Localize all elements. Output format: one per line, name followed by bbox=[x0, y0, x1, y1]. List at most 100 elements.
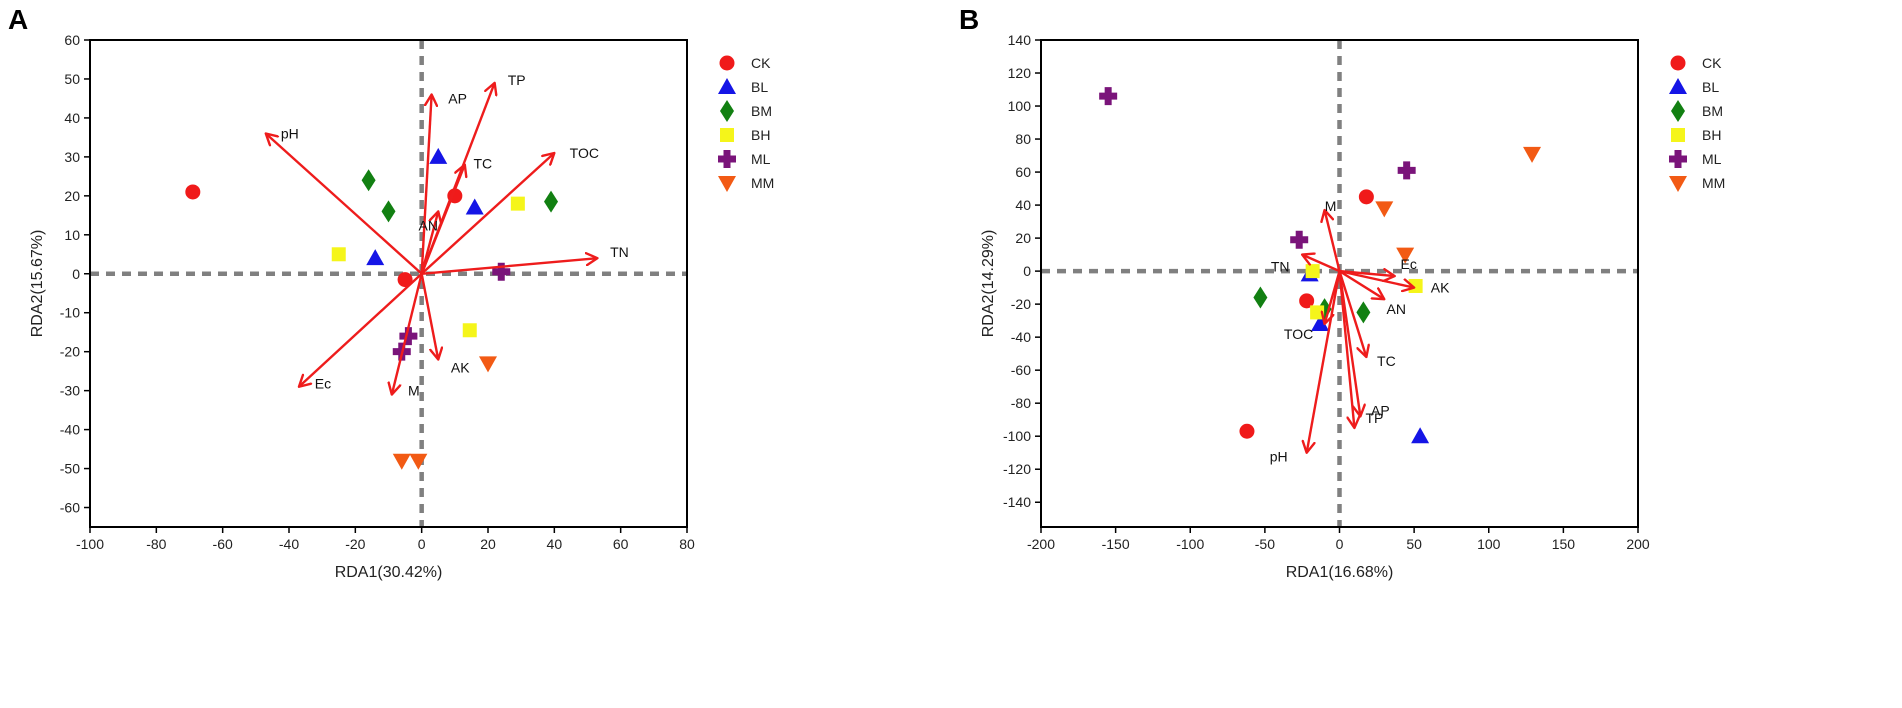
series-bh bbox=[331, 196, 525, 338]
y-tick-label: -100 bbox=[1003, 428, 1031, 444]
y-tick-label: 40 bbox=[1015, 197, 1031, 213]
legend-marker-bl bbox=[718, 78, 736, 94]
data-point bbox=[479, 356, 497, 373]
y-tick-label: 30 bbox=[64, 149, 80, 165]
vector-arrow-tc bbox=[420, 165, 465, 275]
x-tick-label: -150 bbox=[1102, 536, 1130, 552]
y-tick-label: -30 bbox=[60, 383, 80, 399]
legend-marker-bh bbox=[1671, 128, 1685, 142]
vector-arrow-ec bbox=[299, 272, 423, 387]
legend-marker-mm bbox=[718, 176, 736, 192]
legend-marker-ck bbox=[719, 55, 735, 71]
vector-label-ap: AP bbox=[448, 91, 467, 107]
vector-label-ak: AK bbox=[1431, 280, 1450, 296]
vector-label-tp: TP bbox=[1365, 410, 1383, 426]
vector-label-tp: TP bbox=[508, 72, 526, 88]
data-point bbox=[381, 200, 396, 223]
legend-label-mm: MM bbox=[1702, 175, 1725, 191]
data-point bbox=[392, 453, 411, 470]
vector-arrow-tp bbox=[1338, 271, 1355, 428]
vector-arrow-toc bbox=[420, 153, 555, 275]
y-tick-label: 100 bbox=[1008, 98, 1032, 114]
vector-label-tn: TN bbox=[610, 244, 629, 260]
series-ck bbox=[1239, 189, 1374, 439]
series-mm bbox=[1375, 146, 1542, 264]
vector-label-ph: pH bbox=[281, 126, 299, 142]
data-point bbox=[1290, 230, 1309, 249]
vector-label-tn: TN bbox=[1271, 259, 1290, 275]
vector-arrow-ak bbox=[1339, 269, 1415, 288]
series-ml bbox=[1099, 87, 1416, 249]
legend-label-bm: BM bbox=[1702, 103, 1723, 119]
y-tick-label: -120 bbox=[1003, 461, 1031, 477]
vector-arrow-ak bbox=[420, 273, 439, 360]
y-tick-label: -80 bbox=[1011, 395, 1031, 411]
series-bm bbox=[361, 169, 559, 223]
x-tick-label: 200 bbox=[1626, 536, 1650, 552]
legend-label-ck: CK bbox=[1702, 55, 1722, 71]
x-tick-label: 60 bbox=[613, 536, 629, 552]
x-tick-label: -100 bbox=[76, 536, 104, 552]
vector-label-ap: AP bbox=[1371, 402, 1390, 418]
data-point bbox=[510, 196, 525, 211]
data-point bbox=[465, 198, 484, 215]
legend-label-bl: BL bbox=[1702, 79, 1719, 95]
data-point bbox=[409, 453, 428, 470]
data-point bbox=[1299, 293, 1315, 309]
data-point bbox=[1310, 305, 1325, 320]
vector-label-m: M bbox=[1325, 198, 1337, 214]
y-tick-label: -40 bbox=[1011, 329, 1031, 345]
x-tick-label: 150 bbox=[1552, 536, 1576, 552]
x-tick-label: -80 bbox=[146, 536, 166, 552]
legend-label-bh: BH bbox=[751, 127, 770, 143]
legend-marker-ml bbox=[1669, 150, 1687, 168]
y-tick-label: 120 bbox=[1008, 65, 1032, 81]
vector-arrow-tn bbox=[1302, 255, 1340, 273]
legend-label-bl: BL bbox=[751, 79, 768, 95]
legend-label-ml: ML bbox=[1702, 151, 1722, 167]
x-tick-label: 40 bbox=[547, 536, 563, 552]
rda-chart-b: -200 -150 -100 -50 0 50 100 150 200-140-120-100-… bbox=[980, 32, 1725, 581]
y-tick-label: -60 bbox=[1011, 362, 1031, 378]
data-point bbox=[185, 184, 201, 200]
vector-label-toc: TOC bbox=[1284, 326, 1313, 342]
data-point bbox=[1411, 427, 1430, 444]
y-tick-label: 60 bbox=[64, 32, 80, 48]
legend-marker-bh bbox=[720, 128, 734, 142]
x-axis-label: RDA1(30.42%) bbox=[335, 564, 443, 581]
legend-label-mm: MM bbox=[751, 175, 774, 191]
x-tick-label: 0 bbox=[1336, 536, 1344, 552]
y-tick-label: -50 bbox=[60, 461, 80, 477]
y-tick-label: -20 bbox=[1011, 296, 1031, 312]
vector-arrow-m bbox=[1325, 210, 1341, 272]
y-tick-label: 80 bbox=[1015, 131, 1031, 147]
y-tick-label: -140 bbox=[1003, 494, 1031, 510]
vector-arrow-tc bbox=[1338, 270, 1367, 357]
vector-label-ec: Ec bbox=[315, 376, 331, 392]
legend-label-bm: BM bbox=[751, 103, 772, 119]
data-point bbox=[1356, 301, 1371, 324]
data-point bbox=[397, 272, 413, 288]
legend-label-bh: BH bbox=[1702, 127, 1721, 143]
rda-chart-a: -100 -80 -60 -40 -20 0 20 40 60 80-60-50-40-30-20… bbox=[29, 32, 774, 581]
legend-marker-ck bbox=[1670, 55, 1686, 71]
panel-label: B bbox=[959, 4, 980, 35]
x-tick-label: 20 bbox=[480, 536, 496, 552]
data-point bbox=[399, 327, 418, 346]
y-tick-label: 140 bbox=[1008, 32, 1032, 48]
plot-frame bbox=[89, 39, 688, 528]
panel-label: A bbox=[8, 4, 29, 35]
vector-label-toc: TOC bbox=[570, 145, 599, 161]
y-tick-label: -10 bbox=[60, 305, 80, 321]
vector-label-an: AN bbox=[1387, 301, 1406, 317]
vector-arrow-ap bbox=[420, 95, 432, 274]
x-tick-label: -50 bbox=[1255, 536, 1275, 552]
data-point bbox=[1305, 264, 1320, 279]
x-tick-label: -20 bbox=[345, 536, 365, 552]
data-point bbox=[544, 190, 559, 213]
vector-arrow-tn bbox=[421, 258, 598, 275]
legend-marker-bm bbox=[720, 100, 734, 122]
data-point bbox=[1397, 161, 1416, 180]
y-tick-label: 0 bbox=[72, 266, 80, 282]
vector-label-m: M bbox=[408, 383, 420, 399]
